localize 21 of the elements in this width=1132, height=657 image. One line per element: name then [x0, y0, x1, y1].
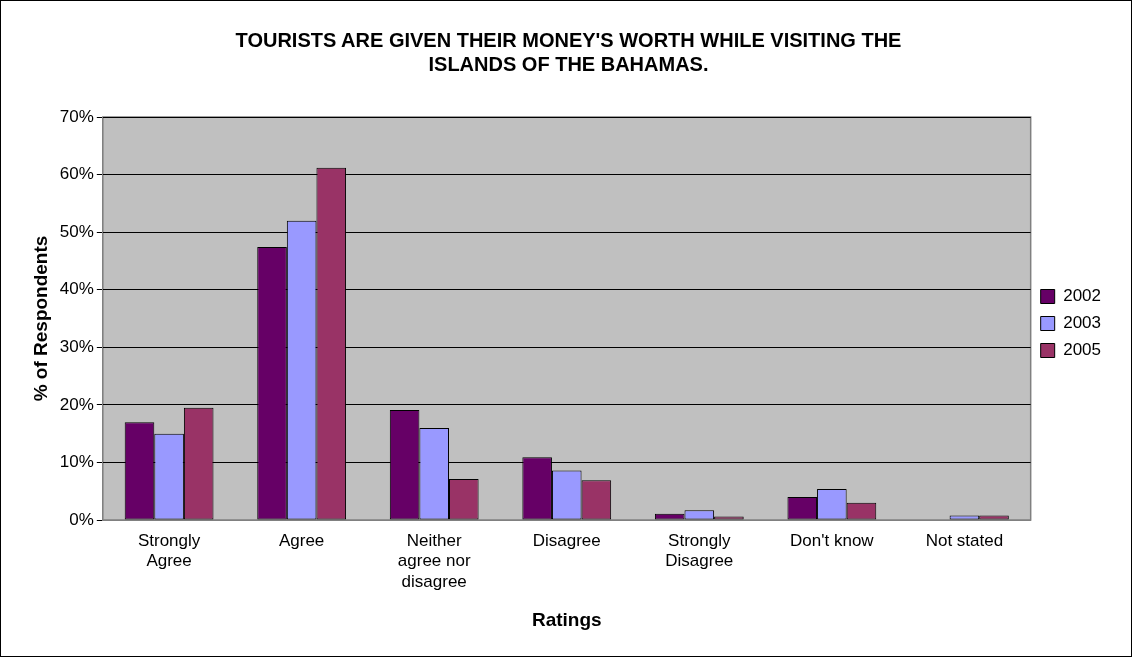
y-tick-label: 50% [59, 221, 94, 241]
legend-label: 2005 [1063, 340, 1102, 360]
y-tick-label: 70% [59, 106, 94, 126]
x-tick-label: Neither agree nor disagree [397, 530, 471, 591]
x-tick-label: Not stated [925, 530, 1004, 550]
x-tick-label: Strongly Disagree [665, 530, 734, 571]
y-axis-title: % of Respondents [29, 235, 51, 402]
y-tick-label: 30% [59, 336, 94, 356]
y-tick-label: 0% [69, 509, 94, 529]
y-tick-label: 20% [59, 394, 94, 414]
y-tick-label: 60% [59, 164, 94, 184]
legend-label: 2002 [1063, 286, 1102, 306]
x-tick-label: Disagree [532, 530, 601, 550]
chart-title: TOURISTS ARE GIVEN THEIR MONEY'S WORTH WHILE VISITING THE ISLANDS OF THE BAHAMAS. [235, 28, 902, 75]
x-tick-label: Agree [278, 530, 325, 550]
x-axis-title: Ratings [531, 608, 602, 630]
x-tick-label: Strongly Agree [137, 530, 201, 571]
legend-label: 2003 [1063, 313, 1102, 333]
y-tick-label: 10% [59, 452, 94, 472]
y-tick-label: 40% [59, 279, 94, 299]
x-tick-label: Don't know [790, 530, 875, 550]
